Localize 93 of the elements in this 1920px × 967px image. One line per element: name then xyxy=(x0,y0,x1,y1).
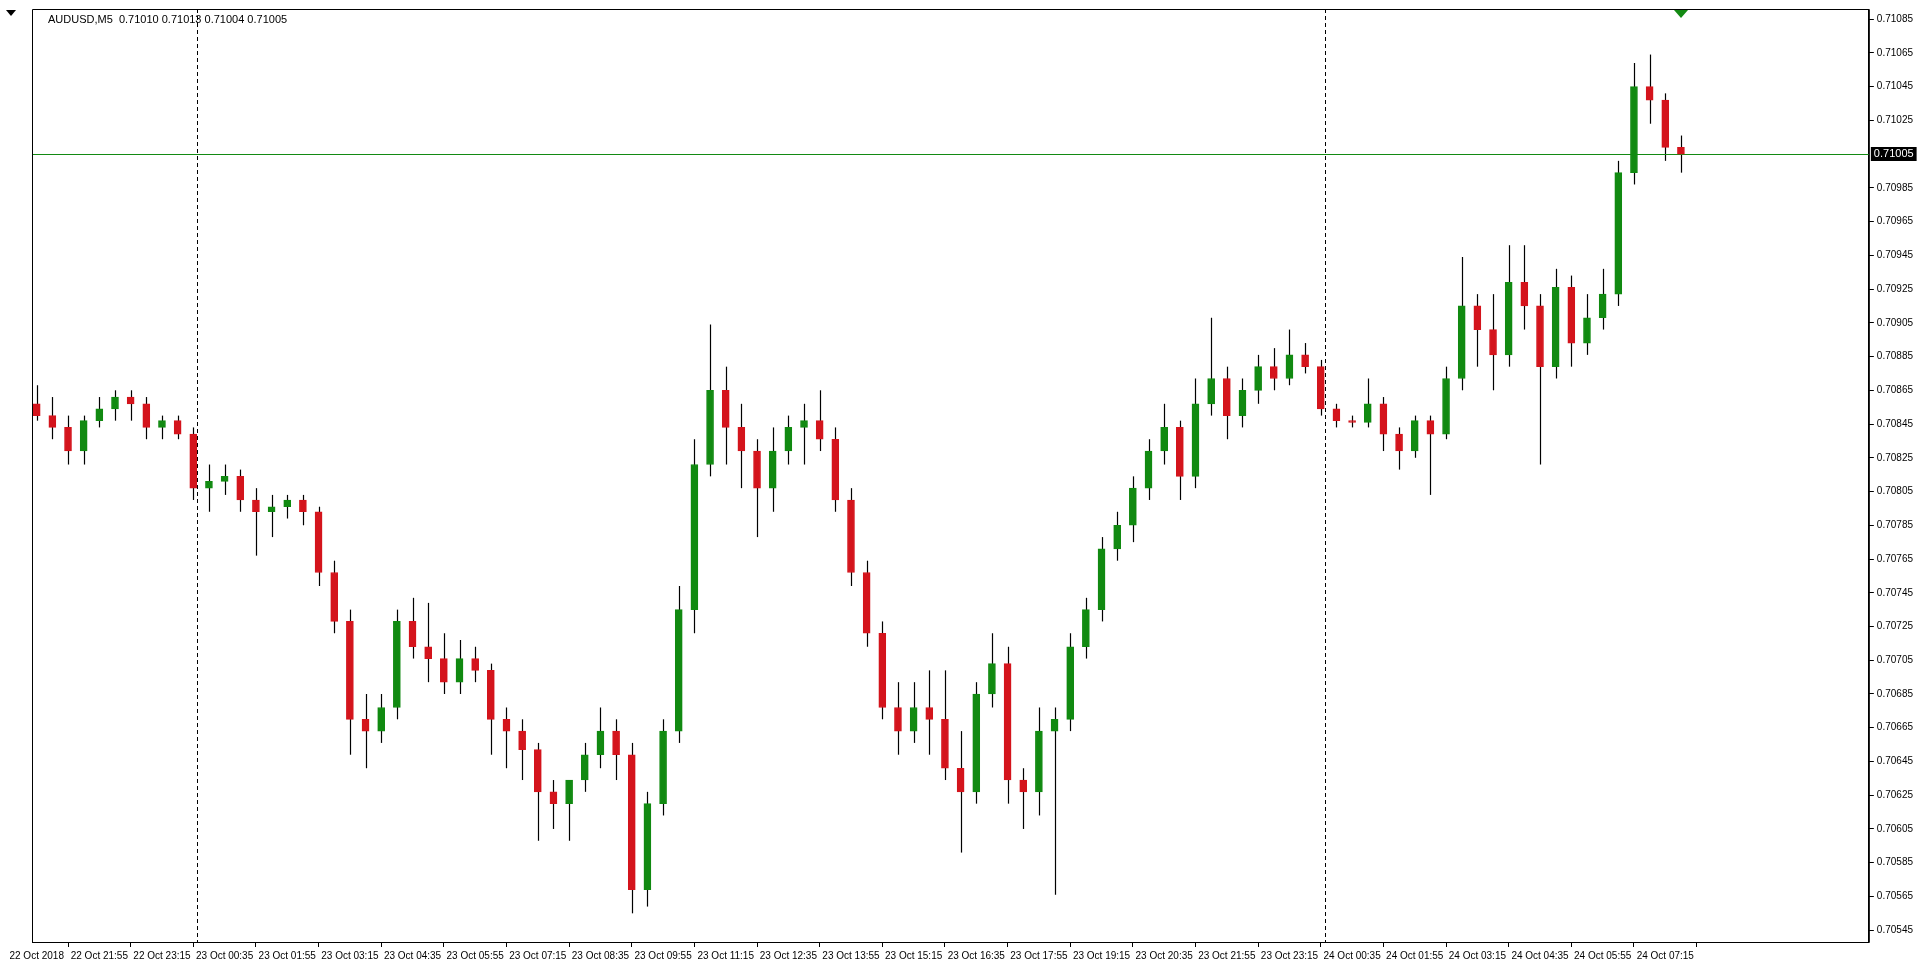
y-tick-label: 0.70705 xyxy=(1876,653,1914,665)
candlestick xyxy=(1301,342,1309,375)
y-tick-label: 0.71025 xyxy=(1876,114,1914,126)
y-tick-label: 0.70565 xyxy=(1876,890,1914,902)
candlestick xyxy=(894,681,902,756)
candlestick xyxy=(111,389,119,422)
y-tick-label: 0.70865 xyxy=(1876,384,1914,396)
y-tick-label: 0.70545 xyxy=(1876,923,1914,935)
y-tick-label: 0.70745 xyxy=(1876,586,1914,598)
x-tick-label: 24 Oct 04:35 xyxy=(1511,949,1570,961)
x-tick-label: 23 Oct 20:35 xyxy=(1135,949,1194,961)
y-tick-label: 0.70845 xyxy=(1876,417,1914,429)
x-tick-label: 22 Oct 2018 xyxy=(9,949,65,961)
candlestick xyxy=(48,396,57,440)
candlestick xyxy=(283,494,292,520)
x-tick-label: 23 Oct 21:55 xyxy=(1198,949,1256,961)
candlestick xyxy=(1269,347,1278,391)
x-tick-label: 23 Oct 15:15 xyxy=(884,949,943,961)
candlestick xyxy=(236,469,245,513)
x-tick-label: 23 Oct 16:35 xyxy=(947,949,1006,961)
candlestick xyxy=(455,639,464,695)
x-tick-label: 23 Oct 04:35 xyxy=(383,949,442,961)
candlestick xyxy=(565,779,573,842)
x-tick-label: 24 Oct 05:55 xyxy=(1574,949,1632,961)
candlestick xyxy=(1254,354,1262,405)
y-tick-label: 0.70685 xyxy=(1876,687,1914,699)
x-tick-label: 23 Oct 08:35 xyxy=(571,949,630,961)
candlestick xyxy=(1207,317,1215,417)
x-tick-label: 23 Oct 13:55 xyxy=(822,949,881,961)
y-tick-label: 0.70585 xyxy=(1876,856,1914,868)
candlestick xyxy=(377,693,386,744)
x-tick-label: 23 Oct 05:55 xyxy=(446,949,505,961)
candlestick xyxy=(267,494,276,538)
candlestick xyxy=(64,415,72,466)
y-tick-label: 0.70985 xyxy=(1876,181,1914,193)
candlestick xyxy=(1489,293,1497,391)
candlestick xyxy=(1113,511,1122,562)
x-tick-label: 23 Oct 17:55 xyxy=(1010,949,1068,961)
candlestick xyxy=(612,718,620,781)
candlestick xyxy=(220,463,229,496)
y-tick-label: 0.70785 xyxy=(1876,519,1914,531)
candlestick xyxy=(815,389,824,452)
y-tick-label: 0.70965 xyxy=(1876,215,1914,227)
x-tick-label: 23 Oct 12:35 xyxy=(759,949,818,961)
y-tick-label: 0.70645 xyxy=(1876,755,1914,767)
x-tick-label: 24 Oct 03:15 xyxy=(1448,949,1507,961)
candlestick xyxy=(925,669,934,756)
candlestick xyxy=(580,742,589,793)
y-tick-label: 0.71065 xyxy=(1876,46,1914,58)
y-tick-label: 0.70605 xyxy=(1876,822,1914,834)
x-tick-label: 23 Oct 07:15 xyxy=(509,949,567,961)
ref-line-label: 0.71005 xyxy=(1873,147,1914,160)
x-tick-label: 23 Oct 00:35 xyxy=(195,949,254,961)
candlestick xyxy=(1363,377,1372,429)
candlestick xyxy=(518,718,526,781)
candlestick xyxy=(1583,293,1591,356)
x-tick-label: 23 Oct 11:15 xyxy=(697,949,755,961)
y-tick-label: 0.70805 xyxy=(1876,485,1914,497)
y-tick-label: 0.71085 xyxy=(1876,12,1914,24)
candlestick xyxy=(252,487,260,557)
x-tick-label: 24 Oct 00:35 xyxy=(1323,949,1382,961)
x-tick-label: 24 Oct 07:15 xyxy=(1636,949,1695,961)
candlestick xyxy=(158,415,166,440)
candlestick xyxy=(205,463,213,513)
y-tick-label: 0.70905 xyxy=(1876,316,1914,328)
x-tick-label: 23 Oct 19:15 xyxy=(1072,949,1131,961)
x-tick-label: 22 Oct 23:15 xyxy=(133,949,192,961)
x-tick-label: 24 Oct 01:55 xyxy=(1386,949,1444,961)
candlestick xyxy=(1160,403,1169,466)
y-tick-label: 0.70625 xyxy=(1876,788,1914,800)
x-tick-label: 23 Oct 03:15 xyxy=(321,949,379,961)
candlestick xyxy=(424,602,433,683)
candlestick xyxy=(299,494,307,526)
y-tick-label: 0.70885 xyxy=(1876,350,1914,362)
x-tick-label: 23 Oct 23:15 xyxy=(1260,949,1319,961)
candlestick xyxy=(1395,426,1403,471)
y-tick-label: 0.70665 xyxy=(1876,721,1914,733)
y-tick-label: 0.70825 xyxy=(1876,451,1914,463)
candlestick xyxy=(800,403,808,466)
x-tick-label: 23 Oct 09:55 xyxy=(634,949,693,961)
y-tick-label: 0.70725 xyxy=(1876,620,1914,632)
candlestick xyxy=(1677,134,1685,174)
y-tick-label: 0.70765 xyxy=(1876,552,1914,564)
y-tick-label: 0.71045 xyxy=(1876,80,1914,92)
y-tick-label: 0.70925 xyxy=(1876,282,1914,294)
x-tick-label: 22 Oct 21:55 xyxy=(70,949,129,961)
candlestick xyxy=(142,396,151,440)
x-tick-label: 23 Oct 01:55 xyxy=(258,949,317,961)
y-tick-label: 0.70945 xyxy=(1876,249,1914,261)
chart-title: AUDUSD,M5 0.71010 0.71013 0.71004 0.71005 xyxy=(48,12,288,25)
candlestick xyxy=(440,632,448,695)
candlestick xyxy=(471,646,479,683)
candlestick xyxy=(1019,767,1028,830)
